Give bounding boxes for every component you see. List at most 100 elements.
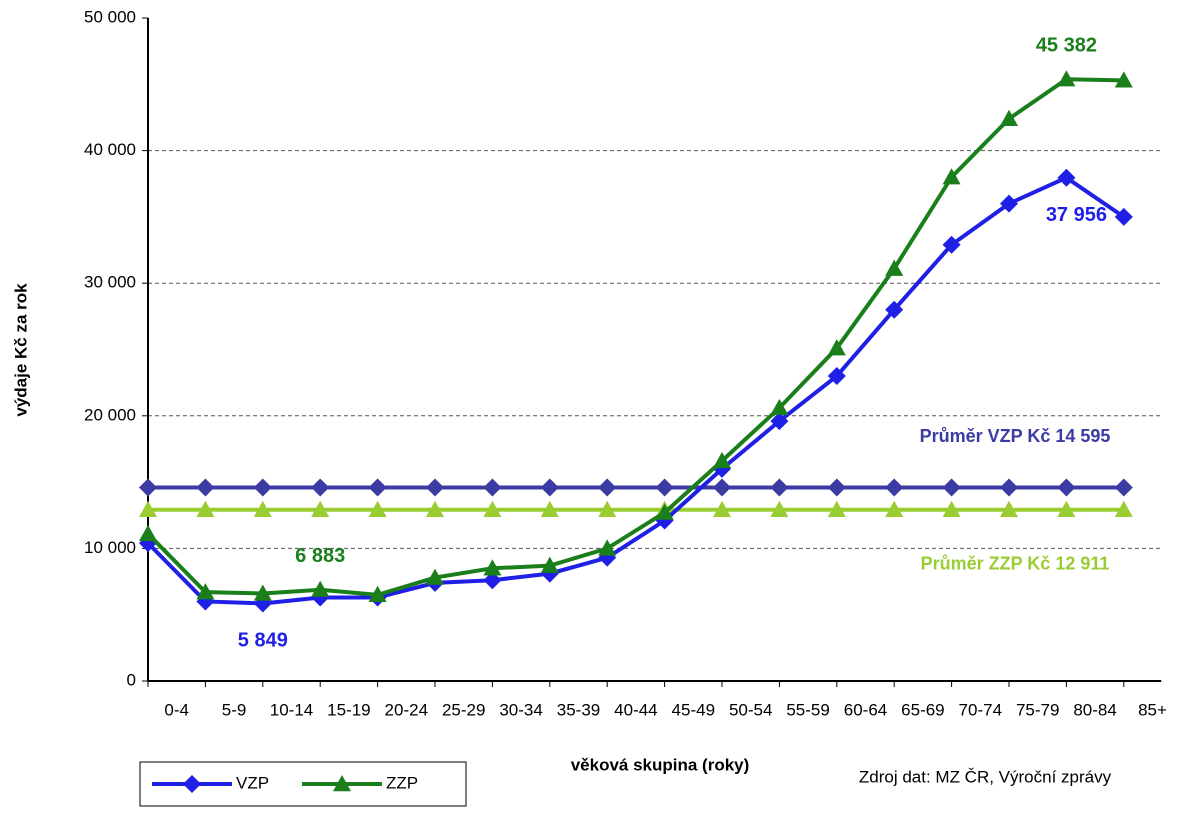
marker (1000, 194, 1018, 213)
marker (770, 398, 789, 416)
marker (1114, 478, 1133, 497)
marker (827, 367, 846, 386)
marker (885, 300, 904, 319)
marker (942, 235, 961, 254)
marker (540, 500, 559, 518)
marker (311, 580, 330, 597)
marker (713, 451, 731, 469)
marker (196, 500, 215, 518)
marker (139, 500, 157, 518)
marker (770, 412, 789, 431)
marker (1114, 71, 1133, 88)
legend-box (139, 761, 467, 807)
marker (311, 500, 330, 518)
marker (483, 571, 502, 590)
x-tick-label: 55-59 (786, 700, 829, 719)
marker (770, 478, 789, 497)
marker (942, 500, 961, 518)
marker (540, 556, 559, 573)
source-note: Zdroj dat: MZ ČR, Výroční zprávy (859, 767, 1112, 786)
marker (770, 500, 789, 518)
marker (253, 500, 272, 518)
marker (196, 478, 215, 497)
marker (253, 478, 272, 497)
marker (827, 478, 846, 497)
x-tick-label: 15-19 (327, 700, 370, 719)
marker (1000, 109, 1018, 126)
marker (1057, 70, 1076, 87)
x-tick-label: 70-74 (959, 700, 1002, 719)
marker (311, 478, 330, 497)
x-tick-label: 40-44 (614, 700, 657, 719)
marker (483, 478, 502, 497)
marker (253, 584, 272, 601)
marker (598, 500, 617, 518)
marker (426, 500, 444, 518)
y-tick-label: 0 (127, 670, 136, 689)
marker (368, 478, 387, 497)
x-tick-label: 25-29 (442, 700, 485, 719)
marker (483, 559, 502, 576)
marker (942, 168, 961, 185)
marker (713, 478, 731, 497)
marker (139, 478, 157, 497)
x-tick-label: 45-49 (672, 700, 715, 719)
marker (598, 539, 617, 556)
y-tick-label: 20 000 (84, 405, 136, 424)
x-tick-label: 10-14 (270, 700, 313, 719)
marker (333, 775, 351, 792)
marker (655, 503, 674, 520)
data-label: 5 849 (238, 630, 288, 652)
marker (1114, 207, 1133, 226)
marker (1057, 478, 1076, 497)
marker (942, 478, 961, 497)
x-tick-label: 75-79 (1016, 700, 1059, 719)
marker (1000, 478, 1018, 497)
series-line (146, 77, 1124, 597)
legend-label: ZZP (386, 773, 418, 792)
marker (1000, 500, 1018, 518)
marker (139, 524, 157, 542)
marker (885, 500, 904, 518)
data-label: 6 883 (295, 545, 345, 567)
x-tick-label: 0-4 (164, 700, 189, 719)
marker (713, 500, 731, 518)
y-axis-title: výdaje Kč za rok (11, 283, 30, 417)
marker (827, 339, 846, 356)
marker (655, 478, 674, 497)
marker (483, 500, 502, 518)
average-label: Průměr VZP Kč 14 595 (920, 426, 1111, 446)
marker (183, 775, 201, 793)
average-label: Průměr ZZP Kč 12 911 (921, 554, 1110, 574)
x-tick-label: 80-84 (1073, 700, 1116, 719)
marker (885, 478, 904, 497)
x-tick-label: 5-9 (222, 700, 247, 719)
marker (1114, 500, 1133, 518)
y-tick-label: 50 000 (84, 7, 136, 26)
marker (426, 568, 444, 585)
y-tick-label: 40 000 (84, 140, 136, 159)
x-tick-label: 50-54 (729, 700, 772, 719)
x-tick-label: 35-39 (557, 700, 600, 719)
series-line (146, 175, 1125, 606)
y-tick-label: 30 000 (84, 273, 136, 292)
marker (1057, 500, 1076, 518)
legend-label: VZP (236, 773, 269, 792)
data-label: 37 956 (1046, 204, 1107, 226)
x-tick-label: 60-64 (844, 700, 887, 719)
marker (368, 500, 387, 518)
x-tick-label: 30-34 (499, 700, 542, 719)
marker (598, 478, 617, 497)
x-tick-label: 65-69 (901, 700, 944, 719)
x-tick-label: 20-24 (385, 700, 428, 719)
marker (827, 500, 846, 518)
marker (368, 585, 387, 603)
x-tick-label: 85+ (1138, 700, 1167, 719)
marker (540, 478, 559, 497)
data-label: 45 382 (1036, 35, 1097, 57)
marker (885, 259, 904, 276)
marker (196, 583, 215, 600)
x-axis-title: věková skupina (roky) (571, 755, 750, 774)
marker (1057, 168, 1076, 187)
